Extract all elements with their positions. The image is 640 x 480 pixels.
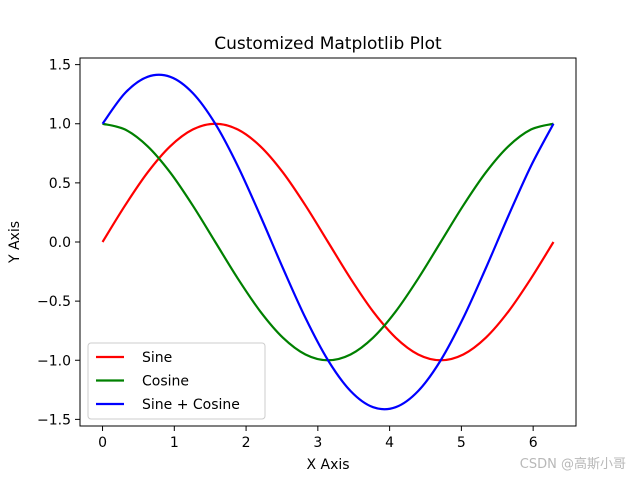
chart-title: Customized Matplotlib Plot [214, 34, 442, 54]
x-axis-label: X Axis [306, 457, 349, 473]
series-line-2 [101, 73, 555, 411]
x-axis: 0 1 2 3 4 5 6 [98, 426, 538, 451]
x-tick-label: 2 [242, 435, 251, 451]
y-axis: −1.5 −1.0 −0.5 0.0 0.5 1.0 1.5 [37, 58, 80, 428]
x-tick-label: 0 [98, 435, 107, 451]
legend-label: Sine + Cosine [142, 397, 240, 413]
y-tick-label: −1.0 [37, 353, 71, 369]
y-tick-label: 0.0 [49, 235, 71, 251]
x-tick-label: 4 [385, 435, 394, 451]
x-tick-label: 1 [170, 435, 179, 451]
watermark: CSDN @高斯小哥 [519, 457, 626, 472]
legend-label: Cosine [142, 374, 189, 390]
y-tick-label: 0.5 [49, 176, 71, 192]
legend-label: Sine [142, 350, 172, 366]
y-axis-label: Y Axis [7, 221, 23, 264]
x-tick-label: 5 [457, 435, 466, 451]
legend-box [87, 342, 266, 420]
y-tick-label: 1.0 [49, 117, 71, 133]
series-line-0 [101, 122, 555, 362]
legend: Sine Cosine Sine + Cosine [87, 342, 266, 420]
y-tick-label: −0.5 [37, 294, 71, 310]
y-tick-label: −1.5 [37, 412, 71, 428]
x-tick-label: 6 [529, 435, 538, 451]
y-tick-label: 1.5 [49, 58, 71, 74]
x-tick-label: 3 [313, 435, 322, 451]
series-lines [101, 73, 555, 411]
